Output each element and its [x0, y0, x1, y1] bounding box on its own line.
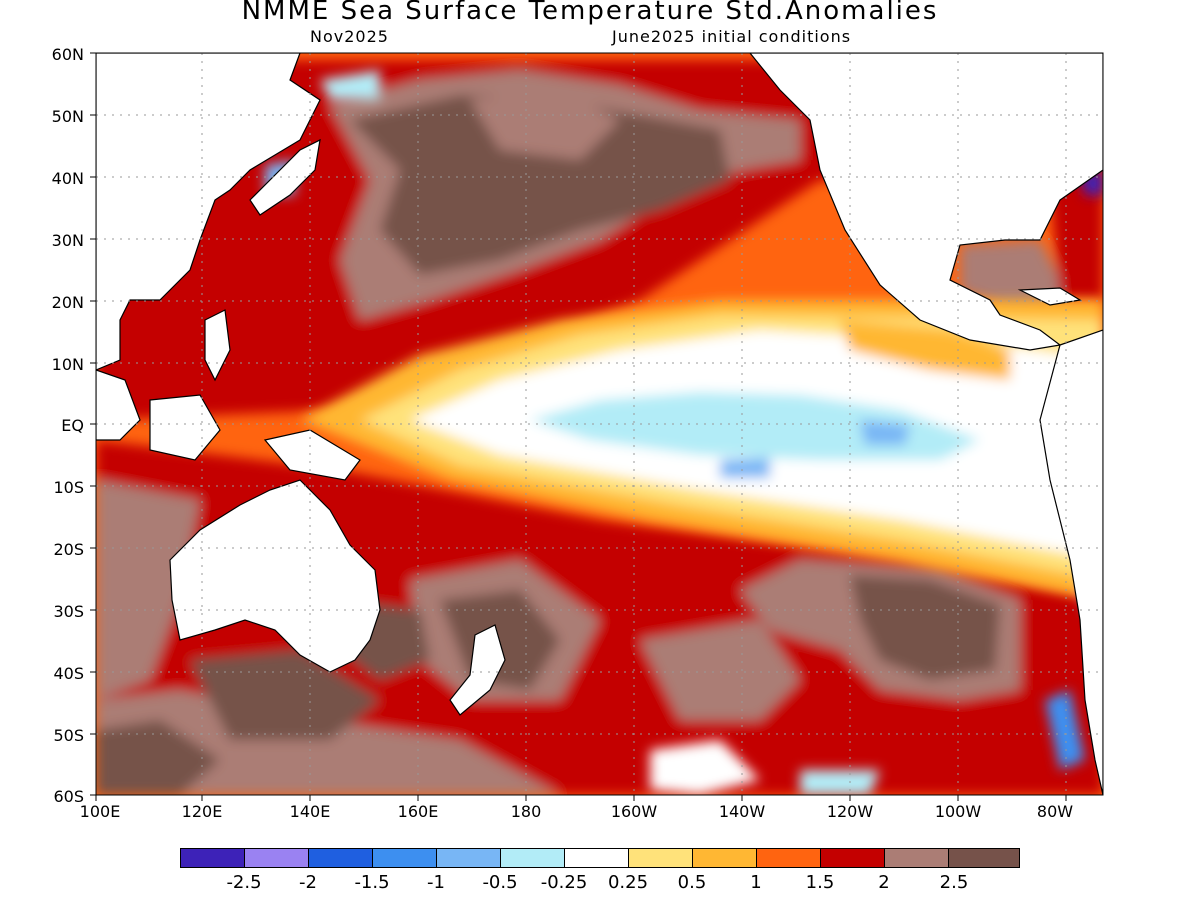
- colorbar-label: -2: [299, 872, 317, 893]
- lat-label: 40N: [51, 169, 84, 188]
- lat-label: EQ: [61, 416, 84, 435]
- colorbar-swatch: [564, 848, 629, 868]
- colorbar-swatch: [884, 848, 949, 868]
- lon-label: 160E: [397, 802, 439, 821]
- colorbar-swatch: [500, 848, 565, 868]
- lon-label: 180: [510, 802, 542, 821]
- colorbar-label: 2: [878, 872, 890, 893]
- lon-label: 100W: [934, 802, 982, 821]
- colorbar-label: 0.5: [677, 872, 707, 893]
- lon-label: 100E: [79, 802, 121, 821]
- colorbar-label: -1: [427, 872, 445, 893]
- lat-label: 60N: [51, 45, 84, 64]
- colorbar-swatch: [756, 848, 821, 868]
- colorbar-swatch: [948, 848, 1020, 868]
- colorbar-swatch: [628, 848, 693, 868]
- lat-label: 60S: [53, 787, 84, 806]
- lat-label: 10N: [51, 355, 84, 374]
- anomaly-field: [96, 53, 1103, 795]
- colorbar-label: 1: [750, 872, 762, 893]
- colorbar-swatch: [244, 848, 309, 868]
- lat-label: 10S: [53, 478, 84, 497]
- lon-label: 160W: [610, 802, 658, 821]
- colorbar-swatch: [180, 848, 245, 868]
- colorbar-label: 1.5: [805, 872, 835, 893]
- colorbar-label: 0.25: [607, 872, 649, 893]
- colorbar-label: 2.5: [939, 872, 969, 893]
- colorbar-swatch: [436, 848, 501, 868]
- colorbar-label: -0.5: [482, 872, 518, 893]
- colorbar-swatch: [820, 848, 885, 868]
- coastlines: [96, 53, 1103, 795]
- initial-conditions: June2025 initial conditions: [612, 27, 852, 46]
- axis-ticks: [90, 52, 1067, 801]
- lon-label: 140E: [289, 802, 331, 821]
- lat-label: 30N: [51, 231, 84, 250]
- colorbar-label: -1.5: [354, 872, 390, 893]
- colorbar-swatch: [308, 848, 373, 868]
- lon-label: 120W: [826, 802, 874, 821]
- lat-label: 20N: [51, 293, 84, 312]
- colorbar-swatch: [372, 848, 437, 868]
- lon-label: 140W: [718, 802, 766, 821]
- lat-label: 30S: [53, 602, 84, 621]
- chart-title: NMME Sea Surface Temperature Std.Anomali…: [241, 0, 939, 26]
- lat-label: 20S: [53, 540, 84, 559]
- lat-label: 40S: [53, 664, 84, 683]
- lon-label: 80W: [1036, 802, 1074, 821]
- lat-label: 50S: [53, 726, 84, 745]
- lat-label: 50N: [51, 107, 84, 126]
- lon-label: 120E: [181, 802, 223, 821]
- colorbar-label: -0.25: [540, 872, 588, 893]
- forecast-month: Nov2025: [310, 27, 389, 46]
- colorbar-swatch: [692, 848, 757, 868]
- colorbar-label: -2.5: [226, 872, 262, 893]
